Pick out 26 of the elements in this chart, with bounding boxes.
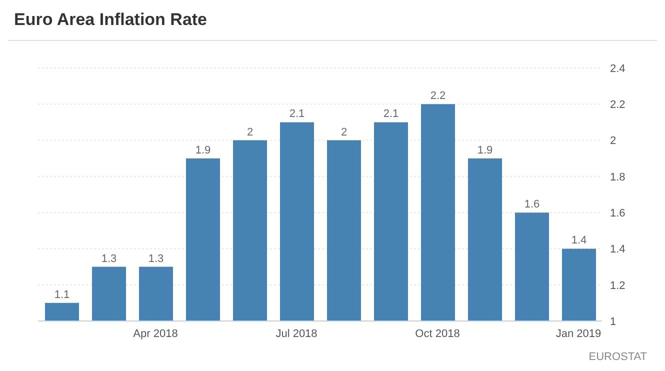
- data-label: 2.2: [430, 90, 446, 102]
- y-tick-label: 1: [610, 316, 616, 328]
- data-label: 1.9: [477, 144, 493, 156]
- y-tick-label: 1.8: [610, 171, 626, 184]
- data-label: 2.1: [383, 108, 399, 120]
- data-label: 2: [246, 126, 254, 138]
- y-tick-label: 2: [610, 135, 616, 148]
- data-label: 2: [340, 126, 348, 138]
- y-tick-label: 2.2: [610, 99, 626, 112]
- x-tick-label: Apr 2018: [133, 328, 178, 340]
- y-tick-label: 1.6: [610, 207, 626, 220]
- x-tick-label: Jul 2018: [276, 328, 318, 340]
- data-label: 1.3: [148, 252, 164, 265]
- data-label: 1.6: [524, 198, 540, 211]
- y-tick-label: 2.4: [610, 62, 626, 75]
- data-label: 2.1: [289, 108, 305, 120]
- y-tick-label: 1.2: [610, 280, 626, 292]
- data-label: 1.4: [571, 234, 587, 247]
- y-tick-label: 1.4: [610, 244, 626, 256]
- x-tick-label: Oct 2018: [415, 328, 460, 340]
- data-label: 1.3: [101, 252, 117, 265]
- data-label: 1.9: [195, 144, 211, 156]
- chart-title: Euro Area Inflation Rate: [14, 10, 208, 30]
- x-tick-label: Jan 2019: [556, 328, 602, 340]
- data-label: 1.1: [54, 288, 70, 301]
- text: EUROSTAT: [588, 351, 647, 363]
